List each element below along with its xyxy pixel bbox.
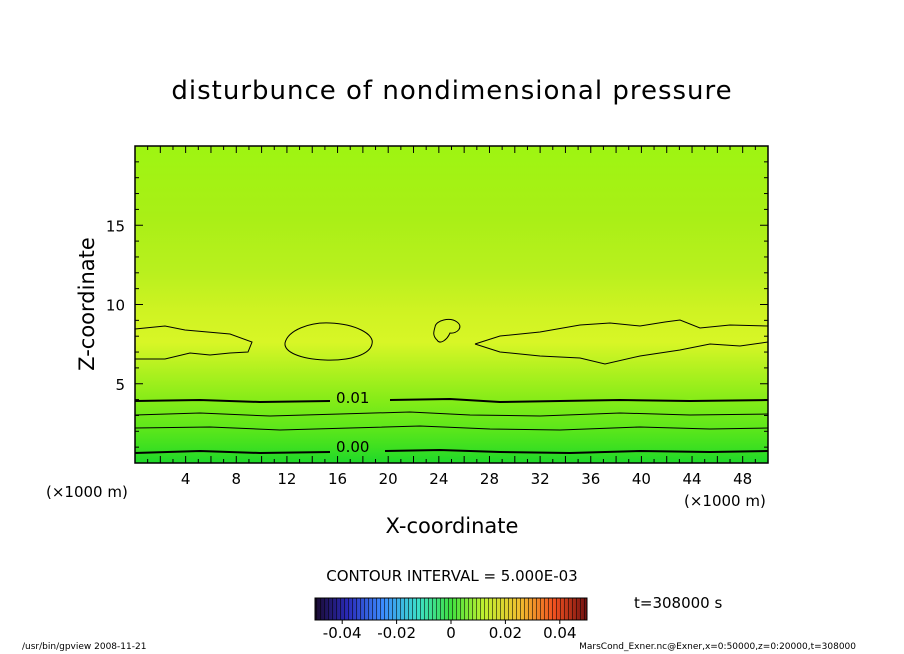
x-tick-label: 24 — [429, 470, 448, 488]
x-tick-label: 4 — [181, 470, 191, 488]
colorbar-tick-label: -0.02 — [377, 624, 416, 642]
chart-title: disturbunce of nondimensional pressure — [171, 76, 733, 106]
x-tick-label: 20 — [379, 470, 398, 488]
colorbar-tick-label: 0 — [446, 624, 456, 642]
y-tick-label: 5 — [115, 376, 125, 394]
x-tick-label: 8 — [232, 470, 242, 488]
colorbar-tick-label: -0.04 — [323, 624, 362, 642]
x-unit-left: (×1000 m) — [46, 483, 128, 501]
plot-field — [135, 146, 768, 463]
y-tick-label: 15 — [106, 217, 125, 235]
contour-labels: 0.01 0.00 — [336, 389, 369, 456]
contour-interval: CONTOUR INTERVAL = 5.000E-03 — [326, 567, 578, 585]
footer-left: /usr/bin/gpview 2008-11-21 — [22, 642, 147, 652]
contour-line-mid2 — [134, 425, 769, 431]
y-tick-label: 10 — [106, 297, 125, 315]
x-tick-label: 48 — [733, 470, 752, 488]
x-tick-label: 36 — [581, 470, 600, 488]
colorbar-ticks: -0.04 -0.02 0 0.02 0.04 — [323, 620, 577, 642]
x-tick-label: 40 — [632, 470, 651, 488]
contour-blob — [433, 319, 461, 343]
contour-line-001 — [134, 397, 769, 404]
x-tick-label: 12 — [277, 470, 296, 488]
contour-lines — [134, 319, 769, 455]
colorbar-stripes — [315, 598, 587, 620]
y-axis-label: Z-coordinate — [75, 237, 99, 371]
colorbar-tick-label: 0.02 — [489, 624, 522, 642]
x-tick-label: 16 — [328, 470, 347, 488]
contour-label: 0.00 — [336, 438, 369, 456]
x-axis-label: X-coordinate — [385, 514, 519, 538]
contour-line-top — [134, 325, 253, 360]
time-label: t=308000 s — [634, 594, 723, 612]
x-axis: 4 8 12 16 20 24 28 32 36 40 44 48 — [134, 146, 769, 488]
x-tick-label: 44 — [682, 470, 701, 488]
contour-label: 0.01 — [336, 389, 369, 407]
contour-line-mid1 — [134, 411, 769, 417]
contour-line-000 — [134, 448, 769, 455]
contour-line-right — [474, 319, 769, 365]
x-unit-right: (×1000 m) — [684, 492, 766, 510]
x-tick-label: 32 — [531, 470, 550, 488]
x-tick-label: 28 — [480, 470, 499, 488]
footer-right: MarsCond_Exner.nc@Exner,x=0:50000,z=0:20… — [579, 642, 856, 652]
contour-ellipse — [284, 322, 373, 361]
y-axis: 5 10 15 — [106, 145, 768, 464]
colorbar-tick-label: 0.04 — [543, 624, 576, 642]
